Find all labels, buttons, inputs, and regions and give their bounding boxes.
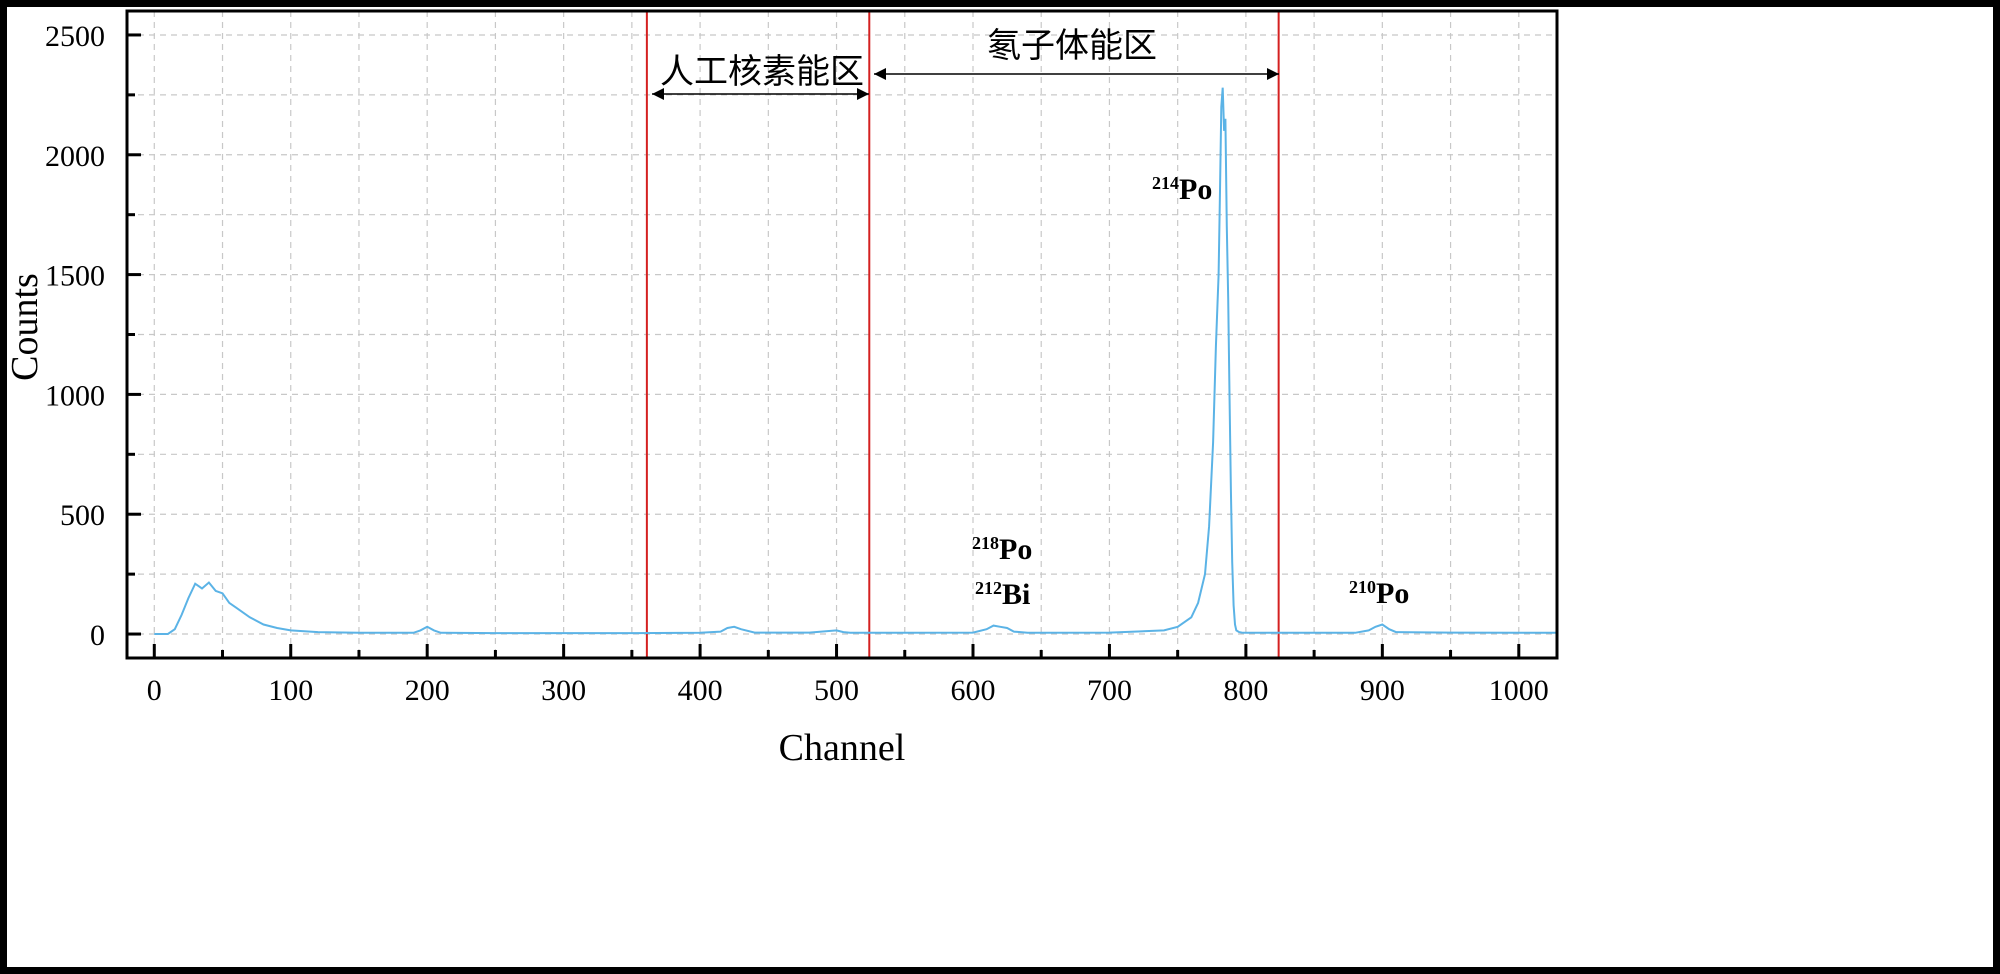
x-tick-label: 900 (1360, 674, 1405, 707)
x-tick-label: 0 (147, 674, 162, 707)
chart-frame: 0 100 200 300 400 500 600 700 800 900 1000 0 500 1000… (7, 7, 1993, 967)
peak-label-po218: 218Po (972, 533, 1032, 566)
x-tick-label: 1000 (1489, 674, 1549, 707)
x-axis-label: Channel (779, 727, 906, 769)
y-tick-label: 2500 (45, 20, 105, 53)
grid (127, 11, 1557, 658)
x-tick-label: 100 (268, 674, 313, 707)
series-line-counts (154, 87, 1557, 635)
x-tick-label: 200 (405, 674, 450, 707)
x-tick-label: 400 (678, 674, 723, 707)
x-tick-label: 500 (814, 674, 859, 707)
x-tick-label: 600 (950, 674, 995, 707)
peak-label-bi212: 212Bi (975, 578, 1030, 611)
axis-ticks: 0 100 200 300 400 500 600 700 800 900 1000 0 500 1000… (45, 20, 1549, 707)
peak-label-po214: 214Po (1152, 173, 1212, 206)
x-tick-label: 800 (1223, 674, 1268, 707)
label-artificial-region: 人工核素能区 (660, 53, 864, 91)
label-radon-region: 氡子体能区 (987, 27, 1157, 65)
y-tick-label: 500 (60, 499, 105, 532)
y-axis-label: Counts (7, 273, 46, 381)
region-boundaries (645, 11, 1280, 658)
x-tick-label: 300 (541, 674, 586, 707)
peak-label-po210: 210Po (1349, 577, 1409, 610)
x-tick-label: 700 (1087, 674, 1132, 707)
spectrum-chart: 0 100 200 300 400 500 600 700 800 900 1000 0 500 1000… (7, 9, 1559, 769)
y-tick-label: 1500 (45, 260, 105, 293)
y-tick-label: 0 (90, 619, 105, 652)
y-tick-label: 2000 (45, 140, 105, 173)
y-tick-label: 1000 (45, 379, 105, 412)
